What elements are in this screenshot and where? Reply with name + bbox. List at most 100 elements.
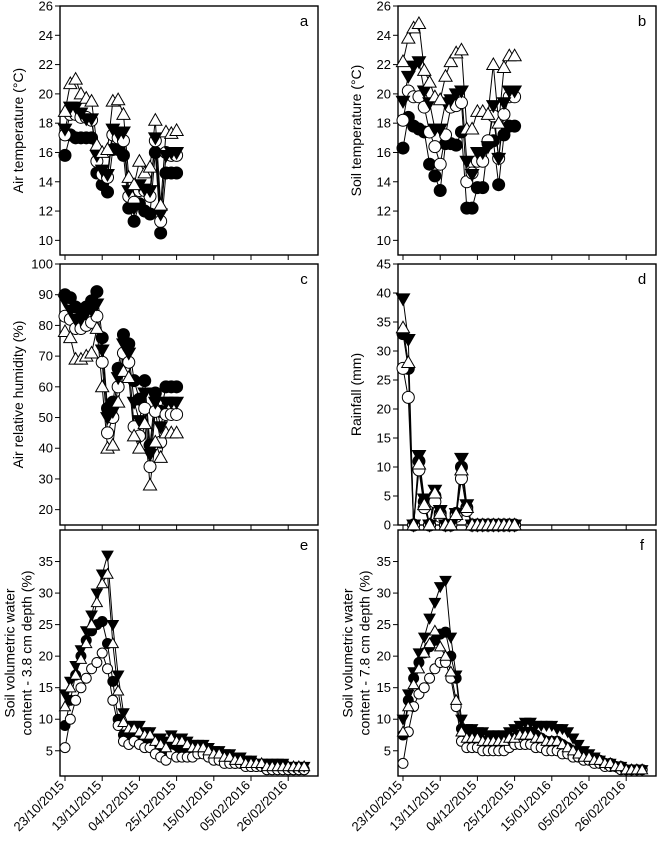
y-tick-label: 22 [377, 57, 391, 72]
data-point-triangle-up [142, 159, 158, 173]
y-axis-label: Rainfall (mm) [348, 353, 364, 436]
y-axis-label: Air relative humidity (%) [10, 321, 26, 469]
y-tick-label: 20 [39, 502, 53, 517]
data-point-triangle-up [416, 497, 432, 511]
data-point-circle-filled [154, 226, 168, 240]
data-point-triangle-up [400, 30, 416, 44]
data-point-triangle-up [115, 106, 131, 120]
panel-e: 5 10 15 20 25 30 35 Soil volumetric water conten… [2, 529, 319, 834]
y-axis-label: content - 7.8 cm depth (%) [357, 571, 373, 736]
data-point-triangle-down [439, 575, 452, 587]
y-tick-label: 10 [377, 712, 391, 727]
data-point-circle-filled [138, 374, 152, 388]
data-point-triangle-up [439, 649, 452, 661]
data-point-triangle-up [635, 763, 649, 775]
y-tick-label: 16 [39, 145, 53, 160]
data-point-triangle-down [464, 168, 480, 183]
data-point-triangle-down [459, 155, 475, 169]
y-tick-label: 20 [377, 649, 391, 664]
data-point-circle-open [418, 682, 430, 694]
y-axis-label: Soil volumetric water [2, 588, 18, 717]
panel-letter: a [300, 13, 309, 30]
y-tick-label: 25 [377, 617, 391, 632]
y-tick-label: 18 [377, 116, 391, 131]
data-point-circle-open [70, 694, 82, 706]
data-point-triangle-up [455, 725, 468, 737]
y-tick-label: 24 [39, 28, 53, 43]
y-tick-label: 14 [39, 174, 53, 189]
y-tick-label: 20 [39, 649, 53, 664]
data-point-triangle-up [159, 741, 173, 753]
data-point-circle-open [138, 401, 152, 415]
data-point-circle-open [170, 407, 184, 421]
data-point-triangle-up [74, 652, 88, 664]
panel-a: 10 12 14 16 18 20 22 24 26 Air temperature (°C) a [10, 0, 319, 260]
data-point-triangle-down [57, 295, 73, 309]
data-point-circle-open [91, 656, 103, 668]
data-point-triangle-down [153, 421, 169, 435]
data-point-triangle-up [438, 68, 453, 82]
y-tick-label: 100 [31, 257, 53, 272]
data-point-triangle-up [443, 54, 459, 68]
data-point-triangle-up [69, 668, 82, 680]
data-point-triangle-down [453, 452, 469, 466]
data-point-circle-open [396, 113, 410, 127]
data-point-triangle-down [395, 95, 411, 109]
data-point-triangle-up [143, 728, 157, 740]
y-tick-label: 35 [377, 315, 391, 330]
data-point-triangle-up [68, 71, 84, 85]
data-point-triangle-up [57, 103, 73, 117]
data-point-triangle-up [147, 434, 163, 448]
data-point-triangle-down [507, 85, 523, 99]
data-point-triangle-up [131, 153, 147, 167]
plot-frame [397, 529, 657, 777]
data-point-triangle-up [142, 477, 158, 491]
data-point-triangle-up [153, 197, 169, 211]
data-point-triangle-up [411, 456, 427, 470]
data-point-triangle-up [169, 425, 185, 439]
data-point-triangle-up [85, 618, 98, 630]
y-tick-label: 26 [39, 0, 53, 14]
data-point-triangle-down [89, 298, 105, 312]
data-point-triangle-down [572, 739, 585, 751]
data-point-circle-filled [101, 185, 115, 199]
data-point-triangle-up [58, 700, 72, 712]
data-point-triangle-up [126, 177, 142, 191]
data-point-circle-open [59, 742, 71, 754]
panel-letter: b [638, 13, 646, 30]
data-point-circle-filled [96, 615, 108, 627]
y-axis-label: Soil volumetric water [340, 588, 356, 717]
data-point-triangle-up [422, 74, 438, 88]
data-point-triangle-up [147, 112, 163, 126]
data-point-triangle-up [131, 440, 147, 454]
data-point-circle-open [75, 682, 87, 694]
data-point-triangle-down [444, 632, 458, 644]
data-point-triangle-up [432, 505, 448, 519]
y-tick-label: 12 [39, 204, 53, 219]
y-tick-label: 15 [377, 680, 391, 695]
data-point-triangle-down [100, 168, 115, 183]
data-point-triangle-up [297, 760, 311, 772]
data-point-circle-filled [170, 166, 184, 180]
y-tick-label: 10 [39, 233, 53, 248]
data-point-triangle-down [117, 708, 130, 720]
panel-letter: c [300, 271, 308, 288]
data-point-triangle-up [110, 394, 126, 408]
data-point-circle-filled [433, 184, 447, 198]
data-point-triangle-up [105, 437, 121, 451]
data-point-circle-filled [58, 148, 72, 162]
data-point-triangle-up [464, 121, 480, 135]
data-point-triangle-up [62, 330, 78, 344]
data-point-triangle-down [126, 396, 142, 410]
data-point-triangle-down [101, 550, 114, 562]
data-point-triangle-up [106, 637, 120, 649]
plot-frame [397, 5, 657, 256]
data-point-triangle-up [416, 62, 432, 76]
y-tick-label: 30 [377, 344, 391, 359]
data-point-triangle-down [126, 202, 142, 216]
data-point-triangle-down [62, 304, 78, 318]
data-point-triangle-up [407, 678, 420, 690]
data-point-triangle-up [117, 715, 130, 728]
data-point-triangle-up [126, 428, 142, 442]
data-point-triangle-down [491, 152, 507, 166]
